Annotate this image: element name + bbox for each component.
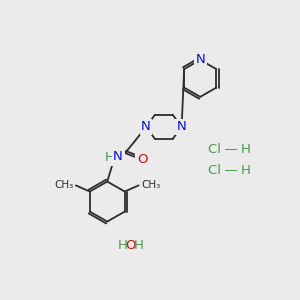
Text: Cl — H: Cl — H — [208, 143, 251, 157]
Text: H: H — [105, 151, 115, 164]
Text: N: N — [113, 150, 123, 163]
Text: H: H — [118, 239, 128, 252]
Text: N: N — [141, 120, 151, 134]
Text: Cl — H: Cl — H — [208, 164, 251, 177]
Text: N: N — [177, 120, 187, 134]
Text: CH₃: CH₃ — [141, 180, 160, 190]
Text: O: O — [125, 239, 136, 252]
Text: CH₃: CH₃ — [54, 180, 74, 190]
Text: O: O — [137, 153, 147, 166]
Text: N: N — [195, 53, 205, 66]
Text: H: H — [133, 239, 143, 252]
